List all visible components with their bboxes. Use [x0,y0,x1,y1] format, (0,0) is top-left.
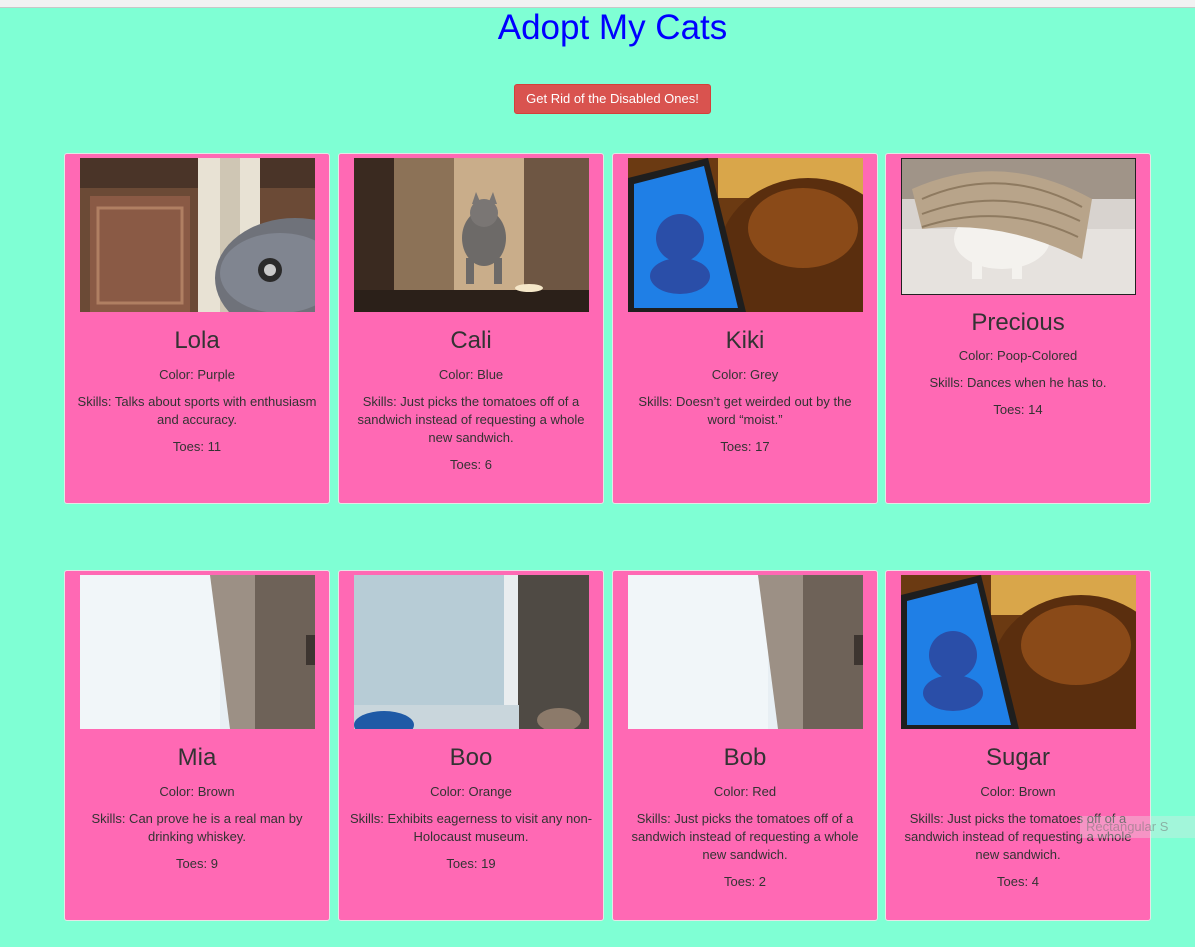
cat-skills: Skills: Doesn’t get weirded out by the w… [638,394,852,427]
button-container: Get Rid of the Disabled Ones! [0,84,1195,114]
cat-toes: Toes: 11 [172,439,222,454]
blue-wall-doorway-photo [354,575,589,729]
cat-info: Color: Purple Skills: Talks about sports… [65,366,329,465]
browser-top-edge [0,0,1195,8]
cat-color: Color: Blue [438,367,504,382]
cat-watching-laptop-photo [901,575,1136,729]
snipping-tool-overlay: Rectangular S [1080,816,1195,838]
cat-info: Color: Brown Skills: Just picks the toma… [886,783,1150,900]
white-wall-doorframe-photo [628,575,863,729]
cat-card-precious: Precious Color: Poop-Colored Skills: Dan… [885,153,1151,504]
cat-toes: Toes: 2 [724,874,766,889]
cat-color: Color: Poop-Colored [958,348,1078,363]
page-title: Adopt My Cats [497,8,728,47]
cat-name: Bob [723,744,767,771]
cat-under-basket-photo [902,159,1135,294]
remove-disabled-button[interactable]: Get Rid of the Disabled Ones! [514,84,711,114]
cat-card-kiki: Kiki Color: Grey Skills: Doesn’t get wei… [612,153,878,504]
cat-info: Color: Red Skills: Just picks the tomato… [613,783,877,900]
cat-skills: Skills: Just picks the tomatoes off of a… [631,811,859,862]
cat-name: Boo [449,744,493,771]
kitten-jumping-hallway-photo [354,158,589,312]
cat-photo [901,575,1136,729]
cat-color: Color: Orange [430,784,512,799]
cat-card-lola: Lola Color: Purple Skills: Talks about s… [64,153,330,504]
cat-photo [628,575,863,729]
cat-photo [354,575,589,729]
grey-cat-peeking-door-photo [80,158,315,312]
cat-color: Color: Purple [159,367,235,382]
cat-info: Color: Grey Skills: Doesn’t get weirded … [613,366,877,465]
cat-name: Precious [971,309,1065,336]
cat-card-mia: Mia Color: Brown Skills: Can prove he is… [64,570,330,921]
cat-name: Cali [450,327,492,354]
cat-photo [354,158,589,312]
cat-photo [80,158,315,312]
cat-photo [628,158,863,312]
cat-name: Lola [174,327,220,354]
cat-toes: Toes: 4 [997,874,1039,889]
cat-toes: Toes: 9 [176,856,218,871]
cat-color: Color: Grey [711,367,779,382]
cat-watching-laptop-photo [628,158,863,312]
cat-skills: Skills: Can prove he is a real man by dr… [91,811,303,844]
cat-skills: Skills: Just picks the tomatoes off of a… [357,394,585,445]
cat-name: Kiki [725,327,765,354]
cat-photo [80,575,315,729]
cat-info: Color: Blue Skills: Just picks the tomat… [339,366,603,483]
cat-skills: Skills: Just picks the tomatoes off of a… [904,811,1132,862]
cat-card-sugar: Sugar Color: Brown Skills: Just picks th… [885,570,1151,921]
cat-name: Mia [177,744,217,771]
cat-skills: Skills: Dances when he has to. [929,375,1107,390]
cat-color: Color: Red [713,784,777,799]
cat-skills: Skills: Exhibits eagerness to visit any … [349,811,593,844]
cat-toes: Toes: 6 [450,457,492,472]
cat-toes: Toes: 19 [446,856,496,871]
cat-info: Color: Brown Skills: Can prove he is a r… [65,783,329,882]
cat-color: Color: Brown [159,784,235,799]
cat-info: Color: Orange Skills: Exhibits eagerness… [339,783,603,882]
cat-toes: Toes: 14 [993,402,1043,417]
cat-info: Color: Poop-Colored Skills: Dances when … [886,347,1150,428]
white-wall-doorframe-photo [80,575,315,729]
cat-toes: Toes: 17 [720,439,770,454]
cat-card-boo: Boo Color: Orange Skills: Exhibits eager… [338,570,604,921]
cat-color: Color: Brown [980,784,1056,799]
cat-photo [901,158,1136,295]
cat-skills: Skills: Talks about sports with enthusia… [77,394,317,427]
cat-name: Sugar [985,744,1051,771]
cat-card-cali: Cali Color: Blue Skills: Just picks the … [338,153,604,504]
cat-card-bob: Bob Color: Red Skills: Just picks the to… [612,570,878,921]
